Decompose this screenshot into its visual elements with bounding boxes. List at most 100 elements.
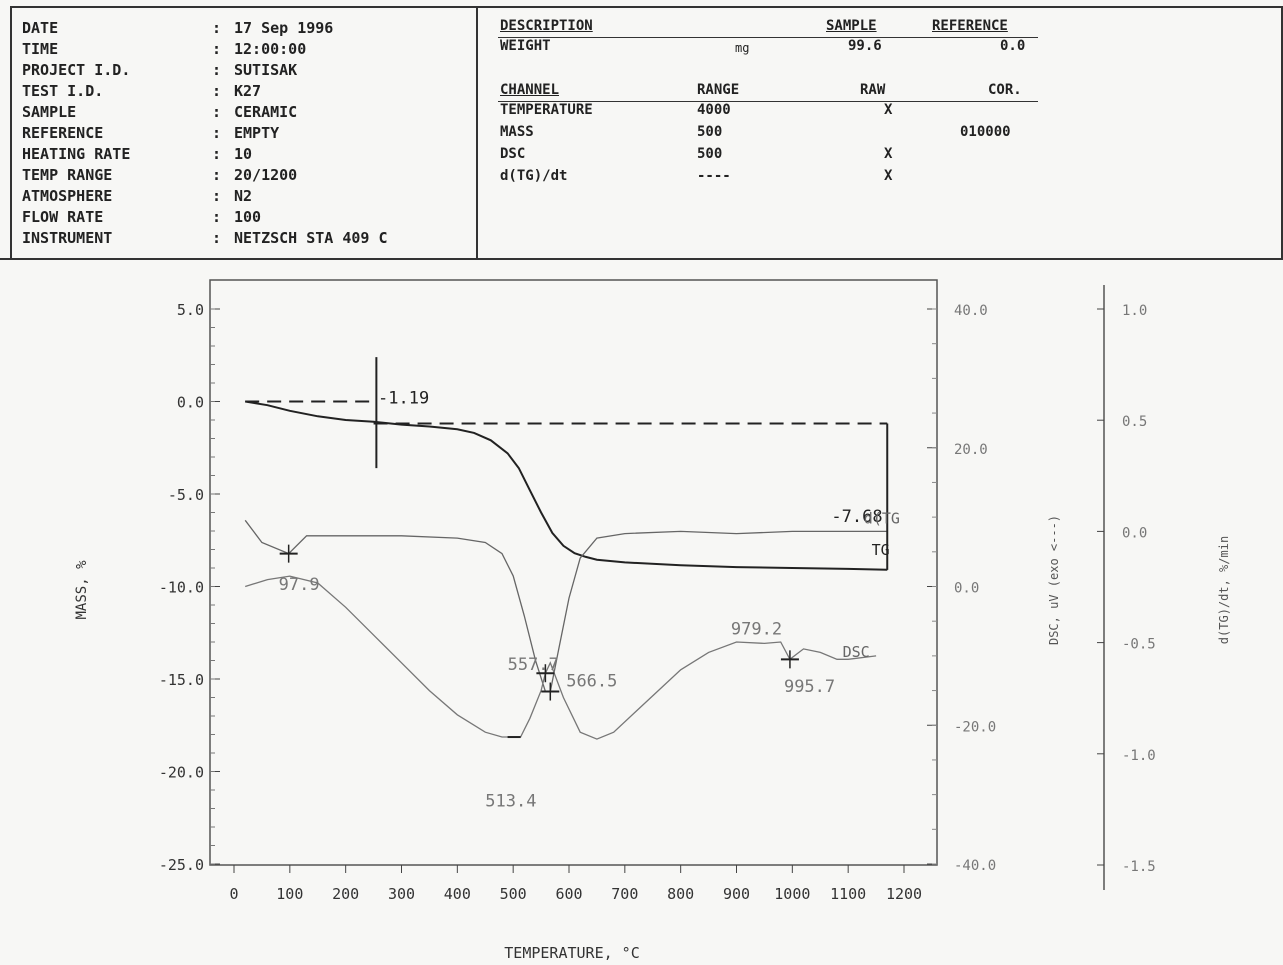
channel-cell-name: DSC	[500, 146, 526, 162]
info-value: 20/1200	[234, 166, 298, 184]
thermal-analysis-chart: 0 100 200 300 400 500 600 700 800 900 1000 1100 1200…	[74, 279, 1231, 962]
info-key: TIME	[22, 40, 59, 58]
info-key: ATMOSPHERE	[22, 187, 113, 205]
y-axis-left: 5.0 0.0 -5.0 -10.0 -15.0 -20.0 -25.0	[159, 301, 220, 874]
divider	[498, 37, 1038, 38]
info-key: HEATING RATE	[22, 145, 131, 163]
x-tick-label: 1100	[830, 885, 866, 903]
sample-col-header: SAMPLE	[826, 18, 877, 34]
info-colon: :	[212, 61, 222, 79]
y2-tick-label: 40.0	[954, 303, 988, 319]
y3-axis-label: d(TG)/dt, %/min	[1217, 536, 1231, 644]
annotation-label: 513.4	[485, 792, 536, 812]
y3-tick-label: -0.5	[1122, 637, 1156, 653]
info-row: INSTRUMENT: NETZSCH STA 409 C	[22, 228, 388, 249]
x-tick-label: 700	[611, 885, 638, 903]
info-key: SAMPLE	[22, 103, 77, 121]
info-value: N2	[234, 187, 253, 205]
series-label: d(TG	[864, 510, 900, 528]
annotation-label: -7.68	[831, 507, 882, 527]
info-value: 10	[234, 145, 253, 163]
channel-cell-cor: 010000	[960, 124, 1011, 140]
y-tick-label: -15.0	[159, 671, 204, 689]
y3-tick-label: -1.0	[1122, 748, 1156, 764]
info-key: PROJECT I.D.	[22, 61, 131, 79]
plot-frame	[209, 279, 1105, 890]
annotation-label: 995.7	[784, 677, 835, 697]
info-value: 100	[234, 208, 262, 226]
channel-cell-raw: X	[884, 146, 893, 162]
x-axis-label: TEMPERATURE, °C	[504, 944, 639, 962]
info-key: FLOW RATE	[22, 208, 104, 226]
y-tick-label: -10.0	[159, 579, 204, 597]
y-axis-label: MASS, %	[74, 560, 90, 620]
info-row: TIME:12:00:00	[22, 39, 306, 60]
channel-cell-range: 4000	[697, 102, 731, 118]
info-value: SUTISAK	[234, 61, 298, 79]
weight-label: WEIGHT	[500, 38, 551, 54]
info-colon: :	[212, 40, 222, 58]
y3-tick-label: 0.0	[1122, 525, 1147, 541]
y2-axis-label: DSC, uV (exo <---)	[1047, 515, 1061, 645]
info-row: FLOW RATE:100	[22, 207, 261, 228]
x-tick-label: 600	[555, 885, 582, 903]
y-tick-label: -25.0	[159, 856, 204, 874]
series-line-2	[245, 575, 877, 740]
weight-reference: 0.0	[1000, 38, 1026, 54]
info-colon: :	[212, 82, 222, 100]
range-col-header: RANGE	[697, 82, 740, 98]
info-key: INSTRUMENT	[22, 229, 113, 247]
raw-col-header: RAW	[860, 82, 886, 98]
info-key: REFERENCE	[22, 124, 104, 142]
info-row: HEATING RATE:10	[22, 144, 252, 165]
info-colon: :	[212, 103, 222, 121]
x-tick-label: 800	[667, 885, 694, 903]
y2-tick-label: -20.0	[954, 719, 996, 735]
weight-sample: 99.6	[848, 38, 882, 54]
info-colon: :	[212, 229, 222, 247]
y-tick-label: -5.0	[168, 486, 204, 504]
annotation-label: -1.19	[378, 388, 429, 408]
y2-tick-label: -40.0	[954, 858, 996, 874]
description-label: DESCRIPTION	[500, 18, 593, 34]
x-tick-label: 300	[388, 885, 415, 903]
cor-col-header: COR.	[988, 82, 1022, 98]
info-row: DATE:17 Sep 1996	[22, 18, 333, 39]
info-value: NETZSCH STA 409 C	[234, 229, 388, 247]
y3-tick-label: 1.0	[1122, 303, 1147, 319]
channel-cell-name: MASS	[500, 124, 534, 140]
info-value: 17 Sep 1996	[234, 19, 334, 37]
info-key: TEST I.D.	[22, 82, 104, 100]
info-row: TEMP RANGE:20/1200	[22, 165, 297, 186]
info-row: ATMOSPHERE: N2	[22, 186, 252, 207]
info-colon: :	[212, 145, 222, 163]
info-row: REFERENCE: EMPTY	[22, 123, 279, 144]
annotation-label: 979.2	[731, 620, 782, 640]
y-axis-dtg: 1.0 0.5 0.0 -0.5 -1.0 -1.5	[1097, 303, 1156, 875]
series-line-0	[245, 400, 888, 571]
annotation-label: 557.7	[508, 655, 559, 675]
info-colon: :	[212, 19, 222, 37]
y-tick-label: 0.0	[177, 394, 204, 412]
info-row: SAMPLE: CERAMIC	[22, 102, 297, 123]
series-label: DSC	[843, 643, 870, 661]
info-value: 12:00:00	[234, 40, 307, 58]
channel-cell-raw: X	[884, 168, 893, 184]
y3-tick-label: 0.5	[1122, 414, 1147, 430]
x-tick-label: 200	[332, 885, 359, 903]
channel-cell-range: 500	[697, 146, 723, 162]
info-value: K27	[234, 82, 262, 100]
x-axis: 0 100 200 300 400 500 600 700 800 900 1000 1100 1200	[229, 865, 922, 903]
channel-col-header: CHANNEL	[500, 82, 560, 98]
info-colon: :	[212, 166, 222, 184]
series-label: TG	[872, 541, 890, 559]
header-divider	[0, 258, 1283, 260]
y2-tick-label: 20.0	[954, 442, 988, 458]
x-tick-label: 900	[723, 885, 750, 903]
annotation-label: 97.9	[279, 575, 320, 595]
y3-tick-label: -1.5	[1122, 859, 1156, 875]
x-tick-label: 100	[276, 885, 303, 903]
info-row: PROJECT I.D.: SUTISAK	[22, 60, 297, 81]
annotation-label: 566.5	[566, 671, 617, 691]
series-line-1	[244, 519, 888, 693]
